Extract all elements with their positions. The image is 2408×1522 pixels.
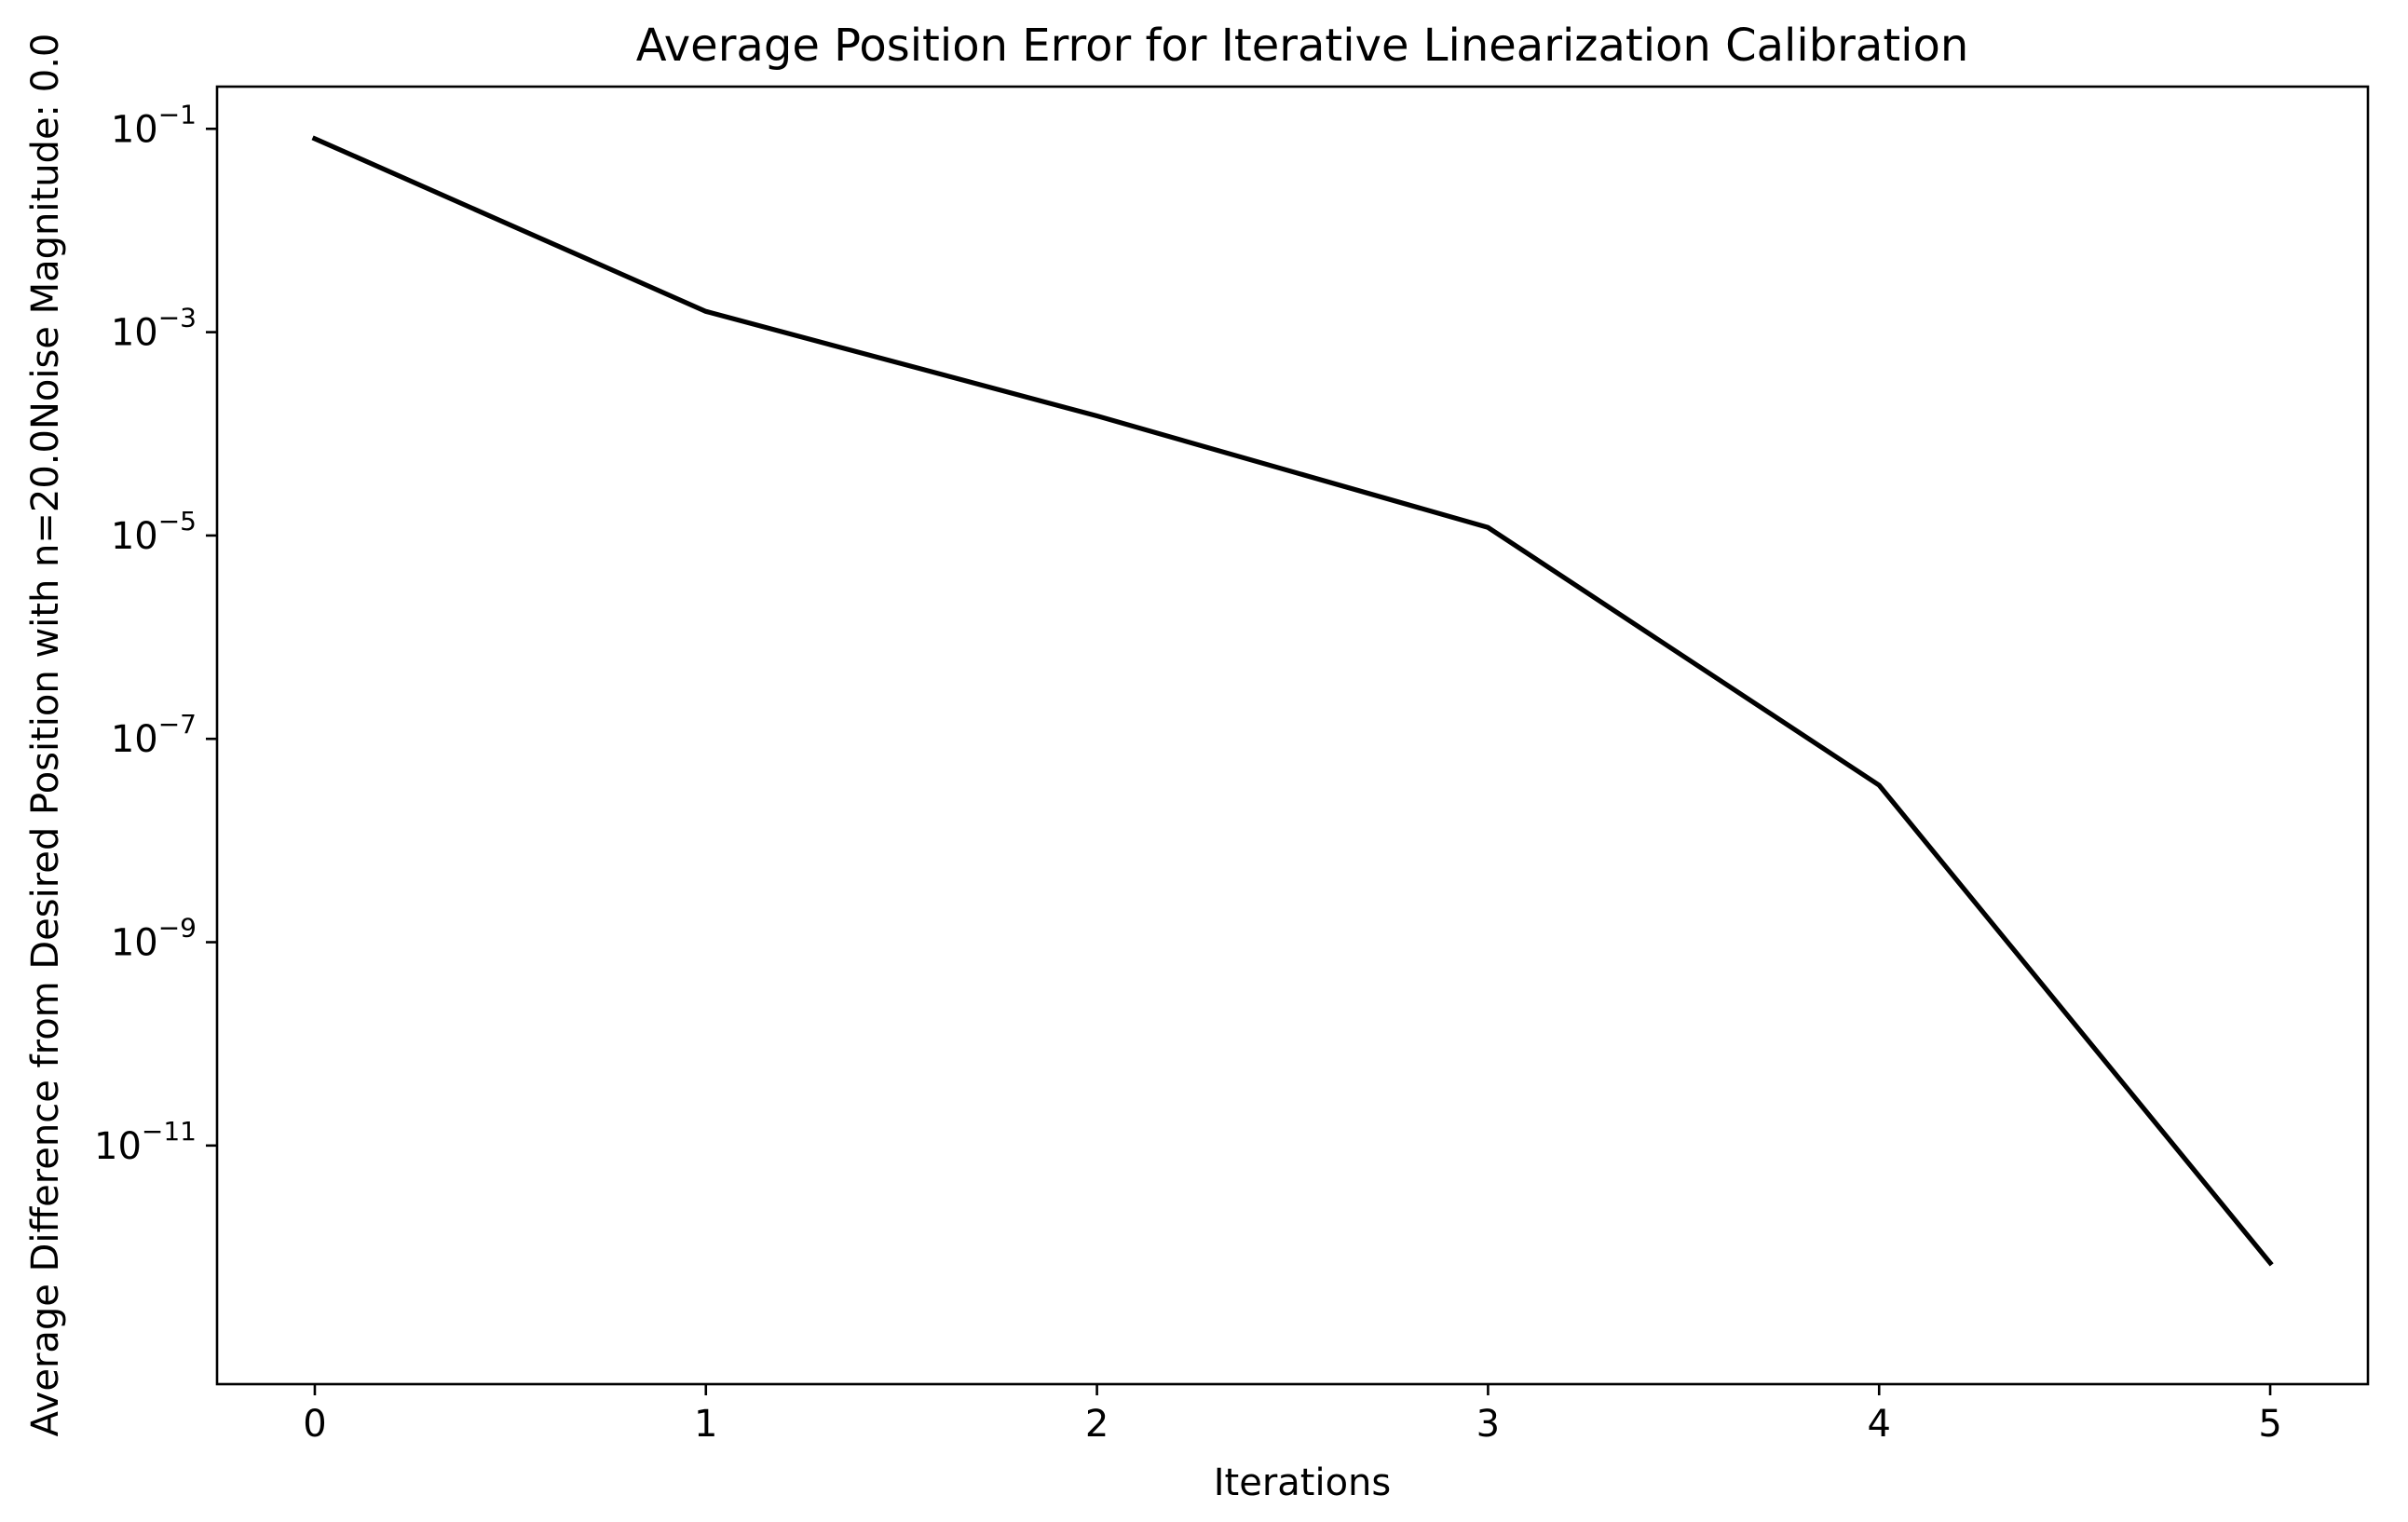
x-axis-ticks: 0 1 2 3 4 5	[303, 1384, 2282, 1446]
y-tick-label: 10−5	[111, 506, 197, 558]
y-tick-label: 10−7	[111, 709, 197, 761]
y-axis-ticks: 10−1 10−3 10−5 10−7 10−9 10−11	[94, 99, 217, 1168]
x-tick-label: 0	[303, 1403, 326, 1446]
plot-area	[217, 87, 2368, 1384]
x-tick-label: 5	[2258, 1403, 2281, 1446]
y-tick-label: 10−9	[111, 913, 197, 965]
x-tick-label: 2	[1085, 1403, 1109, 1446]
series-line-0	[311, 135, 2274, 1267]
y-tick-label: 10−3	[111, 303, 197, 355]
y-tick-label: 10−1	[111, 99, 197, 151]
plot-frame	[215, 85, 2370, 1386]
x-tick-label: 4	[1868, 1403, 1891, 1446]
x-tick-label: 3	[1476, 1403, 1500, 1446]
chart-title: Average Position Error for Iterative Lin…	[636, 20, 1969, 72]
series-layer	[311, 135, 2274, 1267]
y-axis-label: Average Difference from Desired Position…	[24, 34, 67, 1437]
x-tick-label: 1	[694, 1403, 717, 1446]
x-axis-label: Iterations	[1214, 1461, 1392, 1504]
y-tick-label: 10−11	[94, 1116, 197, 1168]
